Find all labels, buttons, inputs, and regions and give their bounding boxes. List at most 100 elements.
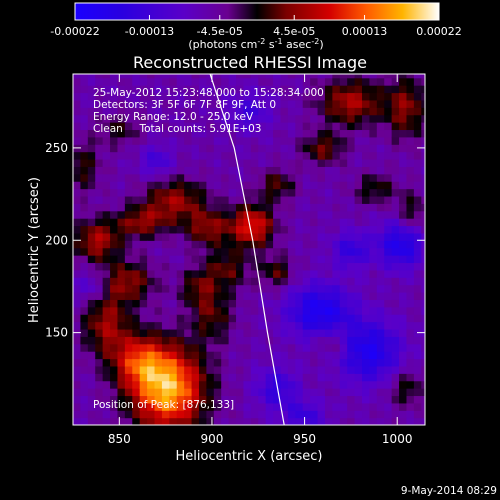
heatmap-cell (258, 388, 267, 397)
heatmap-cell (413, 77, 422, 86)
heatmap-cell (354, 114, 363, 123)
heatmap-cell (176, 351, 185, 360)
heatmap-cell (347, 395, 356, 404)
heatmap-cell (317, 99, 326, 108)
heatmap-cell (287, 299, 296, 308)
heatmap-cell (236, 277, 245, 286)
heatmap-cell (147, 343, 156, 352)
heatmap-cell (95, 277, 104, 286)
heatmap-cell (369, 92, 378, 101)
colorbar: -0.00022 -0.00013 -4.5e-05 4.5e-05 0.00013 0.… (50, 2, 462, 51)
heatmap-cell (124, 129, 133, 138)
heatmap-cell (236, 255, 245, 264)
heatmap-cell (154, 299, 163, 308)
heatmap-cell (198, 336, 207, 345)
heatmap-cell (206, 107, 215, 116)
heatmap-cell (198, 173, 207, 182)
heatmap-cell (139, 144, 148, 153)
heatmap-cell (302, 336, 311, 345)
heatmap-cell (95, 417, 104, 425)
heatmap-cell (102, 181, 111, 190)
heatmap-cell (369, 262, 378, 271)
plot-frame (72, 73, 426, 426)
heatmap-cell (243, 240, 252, 249)
heatmap-cell (102, 373, 111, 382)
heatmap-cell (154, 328, 163, 337)
heatmap-cell (399, 173, 408, 182)
heatmap-cell (391, 284, 400, 293)
heatmap-cell (139, 203, 148, 212)
heatmap-cell (310, 365, 319, 374)
heatmap-cell (384, 158, 393, 167)
heatmap-cell (117, 373, 126, 382)
heatmap-cell (354, 299, 363, 308)
heatmap-cell (110, 299, 119, 308)
heatmap-cell (295, 203, 304, 212)
heatmap-cell (258, 129, 267, 138)
heatmap-cell (265, 306, 274, 315)
heatmap-cell (295, 240, 304, 249)
heatmap-cell (258, 395, 267, 404)
heatmap-cell (73, 299, 82, 308)
heatmap-cell (391, 388, 400, 397)
heatmap-cell (110, 395, 119, 404)
heatmap-cell (161, 299, 170, 308)
heatmap-cell (132, 77, 141, 86)
heatmap-cell (347, 365, 356, 374)
heatmap-cell (258, 277, 267, 286)
heatmap-cell (421, 410, 425, 419)
heatmap-cell (421, 314, 425, 323)
heatmap-cell (184, 336, 193, 345)
heatmap-cell (250, 343, 259, 352)
heatmap-cell (317, 351, 326, 360)
heatmap-cell (198, 269, 207, 278)
heatmap-cell (80, 410, 89, 419)
heatmap-cell (384, 410, 393, 419)
heatmap-cell (310, 203, 319, 212)
heatmap-cell (87, 336, 96, 345)
heatmap-cell (176, 218, 185, 227)
heatmap-cell (206, 166, 215, 175)
heatmap-cell (161, 195, 170, 204)
heatmap-cell (132, 158, 141, 167)
heatmap-cell (302, 343, 311, 352)
heatmap-cell (265, 351, 274, 360)
heatmap-cell (347, 247, 356, 256)
heatmap-cell (117, 181, 126, 190)
heatmap-cell (73, 255, 82, 264)
heatmap-cell (169, 99, 178, 108)
heatmap-cell (243, 129, 252, 138)
heatmap-cell (317, 114, 326, 123)
heatmap-cell (169, 255, 178, 264)
heatmap-cell (310, 181, 319, 190)
heatmap-cell (132, 380, 141, 389)
heatmap-cell (376, 74, 385, 79)
heatmap-cell (110, 114, 119, 123)
heatmap-cell (421, 306, 425, 315)
heatmap-cell (243, 277, 252, 286)
heatmap-cell (132, 218, 141, 227)
heatmap-cell (399, 395, 408, 404)
heatmap-cell (161, 284, 170, 293)
heatmap-cell (406, 284, 415, 293)
heatmap-cell (184, 284, 193, 293)
heatmap-cell (295, 232, 304, 241)
heatmap-cell (80, 166, 89, 175)
heatmap-cell (191, 240, 200, 249)
heatmap-cell (332, 351, 341, 360)
heatmap-cell (95, 114, 104, 123)
heatmap-cell (384, 388, 393, 397)
heatmap-cell (191, 314, 200, 323)
heatmap-cell (161, 188, 170, 197)
heatmap-cell (154, 402, 163, 411)
heatmap-cell (280, 284, 289, 293)
heatmap-cell (339, 218, 348, 227)
heatmap-cell (169, 181, 178, 190)
heatmap-cell (376, 247, 385, 256)
heatmap-cell (124, 351, 133, 360)
heatmap-cell (310, 247, 319, 256)
heatmap-cell (421, 151, 425, 160)
heatmap-cell (391, 218, 400, 227)
heatmap-cell (384, 380, 393, 389)
heatmap-cell (273, 306, 282, 315)
